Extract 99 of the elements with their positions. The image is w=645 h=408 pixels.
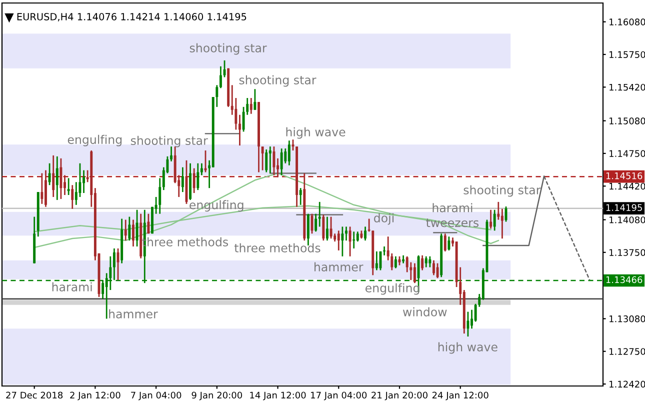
annotation: shooting star (239, 75, 316, 87)
candlestick (48, 162, 51, 186)
candlestick (132, 219, 134, 248)
candlestick (394, 256, 397, 269)
candlestick (254, 88, 256, 111)
y-tick-label: 1.14750 (610, 150, 645, 157)
candlestick (490, 209, 492, 230)
candlestick (356, 230, 359, 242)
candlestick (170, 146, 173, 162)
candlestick (322, 214, 325, 242)
annotation: engulfing (68, 134, 122, 146)
annotation: harami (432, 203, 472, 212)
y-tick-label: 1.12420 (610, 380, 645, 388)
y-tick-label: 1.15750 (610, 51, 645, 58)
candlestick (364, 226, 366, 242)
candlestick (326, 216, 328, 242)
candlestick (288, 140, 290, 166)
candlestick (223, 60, 226, 78)
candlestick (314, 213, 318, 232)
candlestick (337, 230, 340, 252)
candlestick (52, 154, 55, 198)
candlestick (196, 162, 200, 191)
candlestick (280, 148, 283, 176)
x-tick-label: 21 Jan 20:00 (372, 392, 428, 400)
annotation: shooting star (130, 136, 208, 148)
candlestick (497, 201, 500, 220)
y-tick-label: 1.12750 (610, 348, 645, 355)
annotation: three methods (234, 243, 320, 252)
annotation: window (402, 307, 447, 316)
candlestick (493, 209, 496, 232)
candlestick (432, 260, 435, 276)
x-tick-label: 9 Jan 20:00 (192, 392, 242, 400)
candlestick (181, 166, 184, 193)
candlestick (219, 66, 222, 89)
x-tick-label: 7 Jan 04:00 (131, 392, 182, 400)
candlestick (40, 172, 44, 205)
x-tick-label: 27 Dec 2018 (6, 392, 63, 399)
candlestick (158, 177, 162, 214)
candlestick (265, 148, 268, 173)
candlestick (341, 226, 344, 258)
candlestick (238, 114, 241, 146)
candlestick (383, 246, 386, 256)
candlestick (428, 256, 432, 268)
candlestick (470, 309, 474, 330)
candlestick (299, 187, 302, 206)
candlestick (330, 216, 332, 240)
annotation: doji (374, 213, 394, 225)
y-tick-label: 1.14420 (610, 182, 645, 190)
y-tick-label: 1.15080 (610, 118, 645, 124)
candlestick (421, 254, 424, 271)
x-tick-label: 2 Jan 12:00 (70, 392, 120, 400)
annotation: hammer (109, 309, 158, 318)
candlestick (56, 156, 58, 201)
candlestick (444, 232, 446, 252)
candlestick (448, 236, 450, 252)
candlestick (436, 262, 439, 279)
candlestick (375, 250, 378, 271)
annotation: hammer (314, 262, 364, 272)
candlestick (200, 162, 203, 176)
y-tick-label: 1.13080 (610, 315, 645, 322)
candlestick (345, 226, 348, 242)
ref-line-label: 1.13466 (606, 276, 642, 284)
candlestick (379, 250, 382, 271)
candlestick (136, 209, 138, 248)
candlestick (147, 213, 150, 234)
candlestick (466, 311, 470, 338)
candlestick (413, 262, 416, 284)
annotation: harami (52, 282, 92, 292)
y-tick-label: 1.16080 (610, 18, 645, 26)
candlestick (112, 248, 116, 281)
candlestick (128, 216, 131, 242)
y-tick-label: 1.14080 (610, 216, 645, 224)
candlestick (74, 181, 78, 206)
candlestick (268, 146, 272, 174)
y-tick-label: 1.13750 (610, 249, 645, 256)
x-tick-label: 14 Jan 12:00 (250, 392, 306, 400)
annotation: high wave (438, 342, 498, 354)
candlestick (60, 158, 62, 200)
candlestick (272, 146, 276, 176)
candlestick (348, 226, 352, 258)
x-tick-label: 17 Jan 04:00 (311, 392, 367, 400)
candlestick (124, 219, 127, 242)
candlestick (261, 146, 264, 171)
ref-line-label: 1.14195 (606, 204, 642, 211)
y-tick-label: 1.15420 (610, 84, 645, 91)
candlestick (82, 170, 86, 194)
ref-line-label: 1.14516 (606, 172, 642, 180)
candlestick (192, 168, 196, 194)
annotation: shooting star (190, 43, 267, 55)
annotation: high wave (286, 127, 346, 139)
candlestick (352, 230, 356, 250)
candlestick (424, 256, 428, 268)
candlestick (116, 248, 120, 281)
x-tick-label: 24 Jan 12:00 (432, 392, 488, 400)
text: EURUSD,H4 1.14076 1.14214 1.14060 1.14195 (17, 13, 246, 22)
candlestick (67, 177, 70, 196)
candlestick (250, 97, 252, 115)
candlestick (71, 184, 74, 210)
candlestick (500, 208, 504, 240)
